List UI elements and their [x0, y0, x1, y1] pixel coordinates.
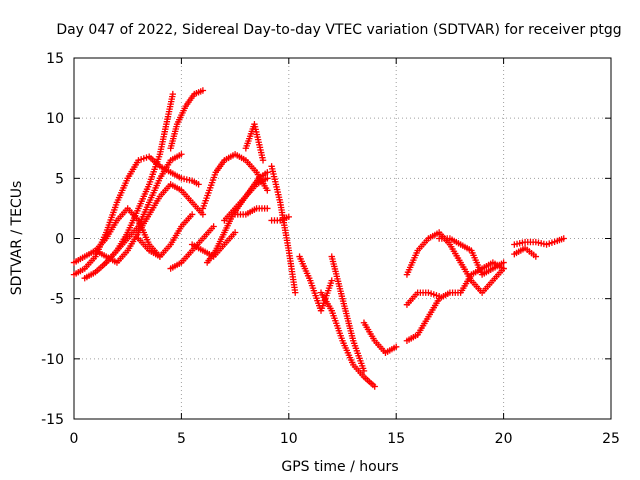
series-track-t: [360, 319, 400, 357]
y-tick-label: 10: [46, 111, 64, 127]
data-point: [231, 229, 239, 236]
x-tick-label: 5: [177, 431, 186, 447]
series-track-f: [103, 151, 185, 266]
data-marks: [70, 87, 567, 390]
data-point: [532, 253, 540, 260]
grid-lines: [74, 58, 611, 419]
data-point: [393, 343, 400, 350]
data-point: [500, 259, 507, 266]
data-point: [199, 211, 207, 218]
data-point: [210, 223, 217, 230]
series-track-d: [70, 181, 207, 266]
data-point: [292, 289, 299, 296]
data-point: [500, 265, 507, 272]
series-track-l: [221, 175, 271, 224]
series-track-o: [268, 163, 299, 296]
data-point: [371, 383, 378, 390]
y-tick-label: -10: [41, 352, 64, 368]
data-point: [178, 151, 185, 158]
data-point: [264, 169, 271, 176]
x-tick-label: 15: [387, 431, 405, 447]
y-tick-labels: -15 -10 -5 0 5 10 15: [41, 51, 64, 428]
data-point: [328, 277, 335, 284]
series-track-p: [268, 213, 292, 224]
x-tick-label: 20: [495, 431, 513, 447]
data-point: [264, 175, 271, 182]
series-track-s: [328, 253, 368, 375]
data-point: [264, 205, 271, 212]
series-track-r: [317, 289, 378, 390]
data-point: [195, 181, 202, 188]
series-track-i: [188, 229, 239, 260]
y-tick-label: 5: [55, 171, 64, 187]
y-tick-label: 15: [46, 51, 64, 67]
series-track-n: [242, 120, 267, 164]
series-track-g: [135, 211, 196, 260]
data-point: [259, 157, 267, 164]
x-tick-label: 0: [70, 431, 79, 447]
x-tick-label: 10: [280, 431, 298, 447]
series-track-x: [435, 235, 507, 278]
data-point: [360, 367, 368, 375]
series-track-c: [167, 87, 207, 152]
plot-frame: [73, 57, 612, 420]
x-tick-label: 25: [602, 431, 620, 447]
series-track-y: [511, 235, 567, 248]
data-point: [188, 211, 196, 218]
data-point: [560, 235, 567, 242]
data-point: [264, 187, 271, 194]
series-track-m: [231, 205, 271, 218]
series-track-a: [70, 153, 202, 278]
series-track-w: [403, 289, 443, 308]
series-track-z: [511, 244, 540, 260]
y-tick-label: -15: [41, 412, 64, 428]
data-point: [435, 293, 443, 300]
data-point: [169, 90, 177, 98]
x-axis-label: GPS time / hours: [281, 459, 398, 475]
chart-title: Day 047 of 2022, Sidereal Day-to-day VTE…: [56, 22, 621, 38]
y-tick-label: -5: [50, 292, 64, 308]
series-track-h: [167, 223, 217, 272]
y-axis-label: SDTVAR / TECUs: [9, 181, 25, 296]
data-point: [199, 87, 207, 94]
x-tick-labels: 0 5 10 15 20 25: [70, 431, 620, 447]
y-tick-label: 0: [55, 232, 64, 248]
data-point: [285, 213, 292, 221]
